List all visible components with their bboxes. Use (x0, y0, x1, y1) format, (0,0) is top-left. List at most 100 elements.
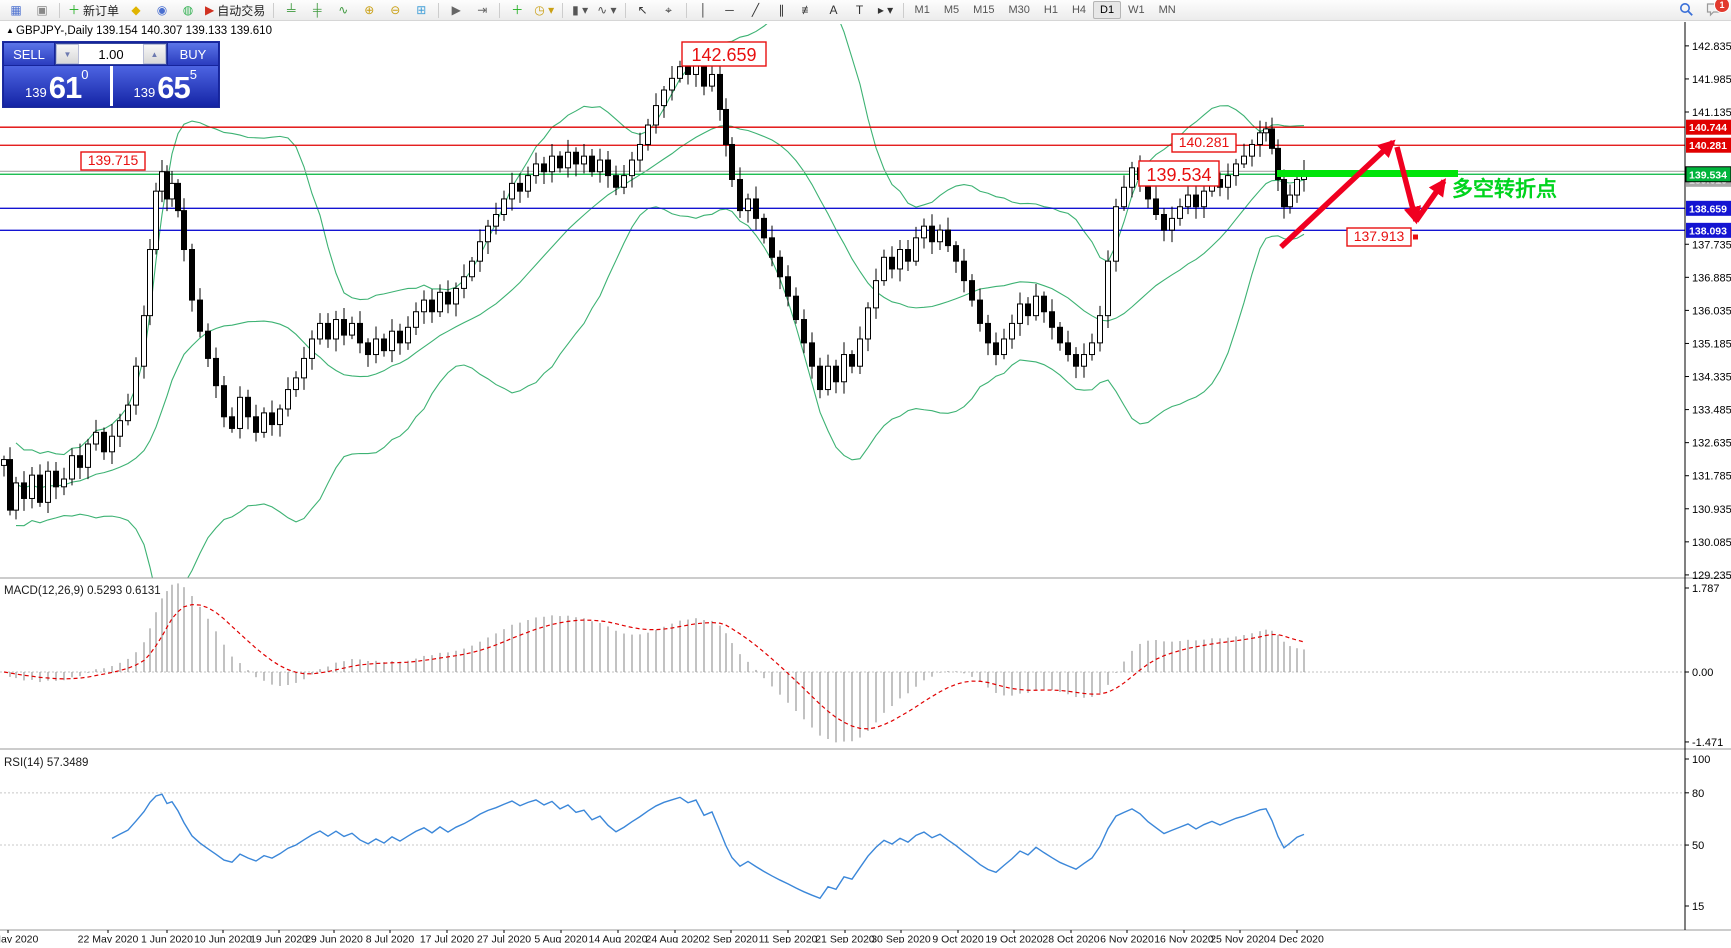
trend-arrow (1394, 146, 1422, 225)
svg-text:131.785: 131.785 (1692, 471, 1731, 483)
search-icon[interactable] (1679, 2, 1694, 17)
volume-input[interactable] (79, 44, 143, 64)
chart-type-line-dropdown[interactable]: ∿ ▾ (593, 0, 620, 20)
buy-price[interactable]: 139 65 5 (112, 66, 218, 106)
svg-text:-1.471: -1.471 (1692, 737, 1723, 749)
price-label: 139.534 (1146, 165, 1211, 185)
bar-chart-icon: ╧ (287, 3, 296, 17)
line-chart-icon: ∿ (338, 3, 349, 17)
svg-text:138.659: 138.659 (1689, 203, 1727, 215)
svg-text:27 Jul 2020: 27 Jul 2020 (477, 934, 531, 944)
toolbar-separator (438, 2, 440, 18)
svg-text:28 Oct 2020: 28 Oct 2020 (1042, 934, 1099, 944)
signals-icon[interactable]: ◍ (175, 0, 201, 20)
buy-button[interactable]: BUY (168, 43, 218, 65)
vertical-line-icon[interactable]: │ (691, 0, 717, 20)
horizontal-line-icon[interactable]: ─ (717, 0, 743, 20)
timeframe-h4[interactable]: H4 (1071, 4, 1087, 16)
sell-price[interactable]: 139 61 0 (4, 66, 110, 106)
periods-dropdown-icon: ◷ ▾ (534, 3, 555, 17)
timeframe-d1[interactable]: D1 (1093, 1, 1122, 19)
chart-profiles-icon: ▣ (36, 3, 48, 17)
text-label-icon: T (855, 3, 864, 17)
crosshair-icon[interactable]: ⌖ (656, 0, 682, 20)
svg-text:80: 80 (1692, 788, 1704, 800)
line-chart-icon[interactable]: ∿ (330, 0, 356, 20)
svg-text:30 Sep 2020: 30 Sep 2020 (871, 934, 931, 944)
cursor-icon: ↖ (637, 3, 648, 17)
timeframe-m1[interactable]: M1 (914, 4, 930, 16)
bar-chart-icon[interactable]: ╧ (278, 0, 304, 20)
notifications-icon[interactable]: 1 (1706, 0, 1730, 17)
svg-text:5 Aug 2020: 5 Aug 2020 (534, 934, 587, 944)
chart-shift-icon[interactable]: ⇥ (469, 0, 495, 20)
chart-area[interactable]: ▲ GBPJPY-,Daily 139.154 140.307 139.133 1… (0, 22, 1731, 946)
volume-decrease-button[interactable]: ▼ (56, 44, 79, 64)
svg-text:2 Sep 2020: 2 Sep 2020 (704, 934, 758, 944)
toolbar-separator (902, 2, 904, 18)
chart-type-candles-dropdown[interactable]: ▮ ▾ (567, 0, 593, 20)
timeframe-mn[interactable]: MN (1158, 4, 1176, 16)
trend-arrow (1279, 139, 1396, 250)
zoom-in-icon[interactable]: ⊕ (356, 0, 382, 20)
timeframe-m15[interactable]: M15 (973, 4, 995, 16)
price-label: 139.715 (88, 152, 139, 168)
fibonacci-icon[interactable]: ≢ (795, 0, 821, 20)
price-label: 137.913 (1354, 228, 1405, 244)
zoom-out-icon[interactable]: ⊖ (382, 0, 408, 20)
new-indicator-icon[interactable]: ＋ (504, 0, 530, 20)
svg-text:29 Jun 2020: 29 Jun 2020 (305, 934, 363, 944)
shapes-dropdown-icon[interactable]: ▸ ▾ (873, 0, 899, 20)
svg-text:1.787: 1.787 (1692, 583, 1720, 595)
auto-scroll-icon: ▶ (451, 3, 461, 17)
timeframe-m30[interactable]: M30 (1008, 4, 1030, 16)
sell-button[interactable]: SELL (4, 43, 54, 65)
new-order-button[interactable]: ＋新订单 (64, 0, 123, 20)
crosshair-icon: ⌖ (665, 3, 672, 17)
price-label-box (80, 151, 146, 171)
channel-icon: ∥ (778, 3, 785, 17)
new-chart-icon: ▦ (10, 3, 22, 17)
svg-text:9 Oct 2020: 9 Oct 2020 (932, 934, 984, 944)
chart-svg[interactable]: ▲ GBPJPY-,Daily 139.154 140.307 139.133 1… (0, 22, 1731, 946)
toolbar-separator (273, 2, 275, 18)
timeframe-m5[interactable]: M5 (943, 4, 960, 16)
svg-text:0.00: 0.00 (1692, 667, 1713, 679)
timeframe-w1[interactable]: W1 (1128, 4, 1145, 16)
toolbar-separator (562, 2, 564, 18)
chart-shift-icon: ⇥ (477, 3, 488, 17)
svg-text:129.235: 129.235 (1692, 570, 1731, 582)
timeframe-h1[interactable]: H1 (1043, 4, 1058, 16)
candlestick-chart-icon[interactable]: ╪ (304, 0, 330, 20)
svg-text:130.085: 130.085 (1692, 537, 1731, 549)
svg-text:15: 15 (1692, 901, 1704, 913)
volume-increase-button[interactable]: ▲ (143, 44, 166, 64)
svg-text:133.485: 133.485 (1692, 405, 1731, 417)
trendline-icon[interactable]: ╱ (743, 0, 769, 20)
periods-dropdown-icon[interactable]: ◷ ▾ (530, 0, 558, 20)
cursor-icon[interactable]: ↖ (630, 0, 656, 20)
sell-price-sup: 0 (81, 67, 89, 82)
channel-icon[interactable]: ∥ (769, 0, 795, 20)
new-order-button: ＋ (68, 3, 81, 17)
price-label-box (681, 41, 767, 67)
svg-text:141.135: 141.135 (1692, 107, 1731, 119)
fibonacci-icon: ≢ (801, 3, 814, 17)
new-chart-icon[interactable]: ▦ (3, 0, 29, 20)
chart-profiles-icon[interactable]: ▣ (29, 0, 55, 20)
trend-arrow (1413, 178, 1447, 223)
svg-text:135.185: 135.185 (1692, 338, 1731, 350)
auto-scroll-icon[interactable]: ▶ (443, 0, 469, 20)
auto-trading-button-label: 自动交易 (217, 3, 266, 18)
signals-icon: ◍ (182, 3, 194, 17)
sell-price-big: 61 (48, 70, 82, 105)
svg-text:140.744: 140.744 (1689, 122, 1727, 134)
svg-text:13 May 2020: 13 May 2020 (0, 934, 39, 944)
text-icon[interactable]: A (821, 0, 847, 20)
eraser-icon[interactable]: ◆ (123, 0, 149, 20)
auto-trading-button[interactable]: ▶ 自动交易 (201, 0, 269, 20)
experts-icon[interactable]: ◉ (149, 0, 175, 20)
price-label-box (1346, 227, 1412, 247)
text-label-icon[interactable]: T (847, 0, 873, 20)
tile-windows-icon[interactable]: ⊞ (408, 0, 434, 20)
